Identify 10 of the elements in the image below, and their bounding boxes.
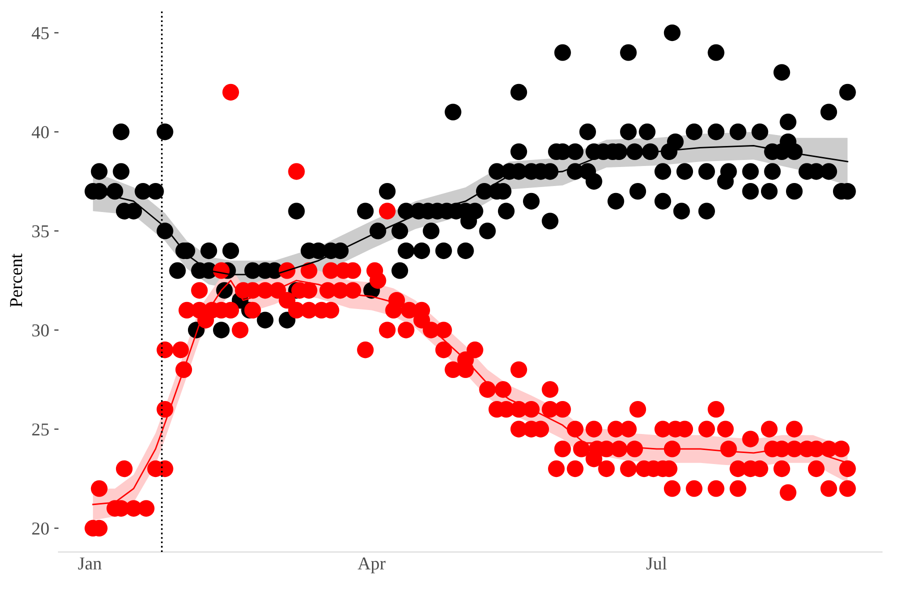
y-axis-title: Percent [10,254,22,308]
y-tick-label: 40 [32,126,49,138]
x-tick-label: Jul [646,556,667,570]
x-tick-label: Jan [78,558,102,570]
y-tick-label: 30 [32,324,49,336]
y-tick-label: 25 [32,423,49,436]
y-tick-label: 45 [32,27,49,40]
y-tick-label: 35 [32,225,49,238]
y-tick-label: 20 [32,522,49,535]
x-tick-label: Apr [358,557,386,574]
